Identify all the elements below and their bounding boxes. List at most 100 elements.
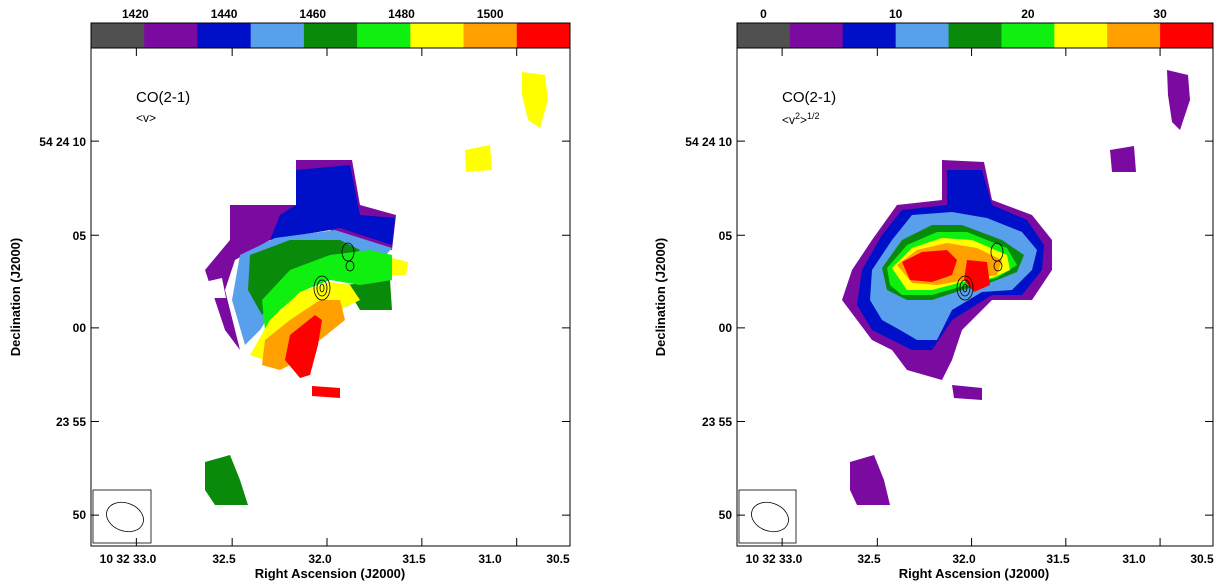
colorbar-bin <box>1001 23 1055 48</box>
y-tick-label: 54 24 10 <box>685 135 732 149</box>
colorbar-bin <box>197 23 252 48</box>
y-tick-label: 23 55 <box>56 415 86 429</box>
map-area: CO(2-1) <v> <box>90 47 571 547</box>
region-purple-ne2 <box>1167 70 1190 130</box>
colorbar-bin <box>948 23 1002 48</box>
beam-ellipse <box>106 501 144 533</box>
colorbar-bin <box>737 23 791 48</box>
x-tick-label: 31.0 <box>1122 552 1146 566</box>
colorbar-bin <box>842 23 897 48</box>
velocity-panel: 1420 1440 1460 1480 1500 <box>0 0 612 583</box>
region-red-island <box>312 386 340 398</box>
x-tick-labels: 10 32 33.0 32.5 32.0 31.5 31.0 30.5 <box>100 552 570 566</box>
contours <box>956 242 1004 301</box>
colorbar-tick-label: 1440 <box>211 7 238 21</box>
y-tick-marks <box>91 140 570 516</box>
colorbar-ticks: 0 10 20 30 <box>760 7 1167 21</box>
y-tick-marks <box>737 140 1213 516</box>
y-axis-label: Declination (J2000) <box>653 238 668 357</box>
line-label: CO(2-1) <box>136 89 190 106</box>
map-frame <box>736 47 1214 547</box>
dispersion-panel: 0 10 20 30 <box>612 0 1225 583</box>
y-tick-label: 50 <box>73 508 87 522</box>
y-axis-label: Declination (J2000) <box>8 238 23 357</box>
region-red <box>902 250 957 282</box>
region-red <box>285 315 322 378</box>
x-tick-label: 31.5 <box>1046 552 1070 566</box>
colorbar-bin <box>144 23 198 48</box>
x-tick-label: 30.5 <box>546 552 570 566</box>
beam-box <box>738 489 797 544</box>
quantity-label: <v2>1/2 <box>782 111 820 127</box>
region-yellow-tab <box>392 258 408 275</box>
colorbar-tick-label: 1460 <box>299 7 326 21</box>
colorbar-bin <box>1054 23 1108 48</box>
x-tick-marks <box>781 48 1161 546</box>
x-tick-label: 31.0 <box>478 552 502 566</box>
line-label: CO(2-1) <box>782 89 836 106</box>
contours <box>313 242 355 301</box>
x-tick-label: 32.0 <box>952 552 976 566</box>
colorbar-tick-label: 0 <box>760 7 767 21</box>
y-tick-label: 23 55 <box>702 415 732 429</box>
colorbar-bin <box>463 23 518 48</box>
map-frame <box>90 47 571 547</box>
region-red-core <box>964 260 990 292</box>
quantity-power: 1/2 <box>807 111 820 121</box>
colorbar-bin <box>1107 23 1161 48</box>
colorbar-bin <box>895 23 950 48</box>
colorbar-tick-label: 1420 <box>122 7 149 21</box>
quantity-superscript: 2 <box>795 111 800 121</box>
quantity-part: <v <box>782 113 795 127</box>
region-purple-ne <box>1110 146 1136 172</box>
region-brightgreen <box>262 250 392 330</box>
region-green-south <box>205 455 248 505</box>
quantity-close: > <box>800 113 807 127</box>
region-purple-south <box>850 455 890 505</box>
beam-ellipse <box>751 501 789 533</box>
colorbar-bin <box>410 23 465 48</box>
x-tick-marks <box>135 48 518 546</box>
x-tick-labels: 10 32 33.0 32.5 32.0 31.5 31.0 30.5 <box>746 552 1214 566</box>
colorbar-bin <box>1160 23 1214 48</box>
velocity-map-svg: 1420 1440 1460 1480 1500 <box>8 7 571 581</box>
colorbar-bin <box>516 23 571 48</box>
colorbar-bins <box>737 23 1214 48</box>
colorbar-bins <box>91 23 571 48</box>
region-blue <box>270 165 395 245</box>
x-tick-label: 30.5 <box>1190 552 1214 566</box>
velocity-field <box>200 72 548 505</box>
x-tick-label: 10 32 33.0 <box>100 552 157 566</box>
y-tick-label: 50 <box>719 508 733 522</box>
x-tick-label: 32.5 <box>212 552 236 566</box>
colorbar-bin <box>357 23 411 48</box>
y-tick-label: 05 <box>719 229 733 243</box>
colorbar-tick-label: 20 <box>1021 7 1035 21</box>
x-tick-label: 10 32 33.0 <box>746 552 803 566</box>
y-tick-label: 00 <box>73 321 87 335</box>
colorbar-bin <box>303 23 358 48</box>
x-tick-label: 32.5 <box>857 552 881 566</box>
colorbar-ticks: 1420 1440 1460 1480 1500 <box>122 7 504 21</box>
y-tick-label: 00 <box>719 321 733 335</box>
beam-box <box>92 489 152 544</box>
x-axis-label: Right Ascension (J2000) <box>899 566 1050 581</box>
dispersion-map-svg: 0 10 20 30 <box>653 7 1214 581</box>
region-white-hole <box>200 278 226 298</box>
dispersion-field <box>842 70 1190 505</box>
region-yellow-ne2 <box>522 72 548 128</box>
region-yellow-ne <box>465 145 492 172</box>
colorbar-tick-label: 30 <box>1153 7 1167 21</box>
x-axis-label: Right Ascension (J2000) <box>255 566 406 581</box>
colorbar-tick-label: 1500 <box>477 7 504 21</box>
region-green-right <box>345 280 392 310</box>
x-tick-label: 32.0 <box>308 552 332 566</box>
map-area: CO(2-1) <v2>1/2 <box>736 47 1214 547</box>
colorbar-tick-label: 10 <box>889 7 903 21</box>
quantity-label: <v> <box>136 111 156 125</box>
x-tick-label: 31.5 <box>402 552 426 566</box>
colorbar: 0 10 20 30 <box>736 7 1214 49</box>
y-tick-labels: 54 24 10 05 00 23 55 50 <box>685 135 732 522</box>
y-tick-label: 54 24 10 <box>39 135 86 149</box>
colorbar-bin <box>789 23 844 48</box>
